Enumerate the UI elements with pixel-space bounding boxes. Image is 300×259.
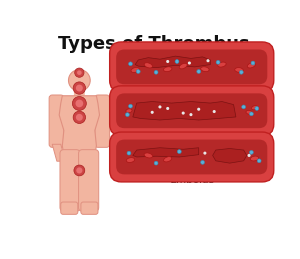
Circle shape (151, 111, 154, 114)
Ellipse shape (179, 63, 187, 69)
Ellipse shape (250, 156, 259, 161)
FancyBboxPatch shape (116, 140, 267, 174)
Circle shape (76, 100, 83, 107)
FancyBboxPatch shape (60, 150, 80, 211)
Circle shape (188, 61, 191, 64)
Circle shape (158, 105, 161, 109)
Ellipse shape (144, 153, 152, 158)
FancyBboxPatch shape (116, 49, 267, 84)
Ellipse shape (131, 68, 139, 73)
Circle shape (257, 159, 261, 163)
Circle shape (166, 60, 169, 63)
Ellipse shape (218, 62, 226, 67)
Ellipse shape (144, 63, 152, 68)
Ellipse shape (164, 157, 172, 162)
Ellipse shape (201, 67, 209, 71)
Circle shape (197, 70, 201, 74)
Circle shape (203, 152, 206, 155)
Circle shape (72, 97, 86, 110)
Text: Types of Thrombus: Types of Thrombus (58, 35, 250, 53)
Circle shape (242, 105, 246, 109)
Circle shape (197, 108, 200, 111)
Circle shape (255, 106, 259, 110)
Text: Occlusive Thrombus: Occlusive Thrombus (140, 127, 245, 136)
Circle shape (73, 82, 86, 94)
Circle shape (129, 62, 132, 66)
Ellipse shape (251, 106, 257, 110)
Ellipse shape (164, 67, 172, 71)
Circle shape (250, 112, 253, 116)
Circle shape (76, 167, 83, 174)
FancyBboxPatch shape (110, 42, 274, 92)
Circle shape (75, 68, 84, 77)
Circle shape (239, 70, 243, 74)
Ellipse shape (126, 158, 135, 162)
Polygon shape (133, 148, 199, 157)
Circle shape (216, 60, 220, 64)
Polygon shape (135, 56, 210, 68)
FancyBboxPatch shape (61, 202, 78, 214)
FancyBboxPatch shape (74, 84, 85, 97)
Polygon shape (52, 144, 65, 161)
Polygon shape (213, 148, 247, 163)
Circle shape (251, 61, 255, 65)
FancyBboxPatch shape (95, 95, 110, 147)
Circle shape (74, 165, 85, 176)
Polygon shape (59, 96, 100, 155)
Ellipse shape (246, 110, 252, 114)
Polygon shape (133, 102, 236, 120)
FancyBboxPatch shape (79, 150, 99, 211)
Circle shape (213, 110, 216, 113)
FancyBboxPatch shape (116, 93, 267, 128)
Circle shape (136, 70, 140, 74)
Circle shape (127, 151, 131, 155)
Circle shape (68, 70, 90, 91)
FancyBboxPatch shape (110, 86, 274, 136)
Circle shape (125, 113, 129, 117)
Circle shape (154, 70, 158, 74)
Circle shape (73, 111, 86, 124)
FancyBboxPatch shape (81, 202, 98, 214)
Circle shape (248, 154, 250, 157)
Circle shape (206, 59, 210, 62)
Ellipse shape (247, 63, 256, 68)
Circle shape (201, 160, 205, 164)
Text: Mural Thrombus: Mural Thrombus (150, 83, 235, 93)
Circle shape (76, 85, 83, 91)
Circle shape (177, 150, 181, 154)
Circle shape (77, 70, 82, 75)
Circle shape (129, 104, 132, 108)
Circle shape (166, 107, 169, 110)
FancyBboxPatch shape (110, 132, 274, 182)
Text: Embolus: Embolus (170, 175, 215, 185)
Circle shape (154, 161, 158, 165)
Circle shape (175, 60, 179, 63)
FancyBboxPatch shape (49, 95, 64, 147)
Circle shape (76, 114, 83, 121)
Ellipse shape (126, 109, 132, 113)
Ellipse shape (235, 68, 243, 72)
Circle shape (182, 112, 185, 115)
Circle shape (250, 150, 253, 154)
Circle shape (189, 113, 193, 116)
